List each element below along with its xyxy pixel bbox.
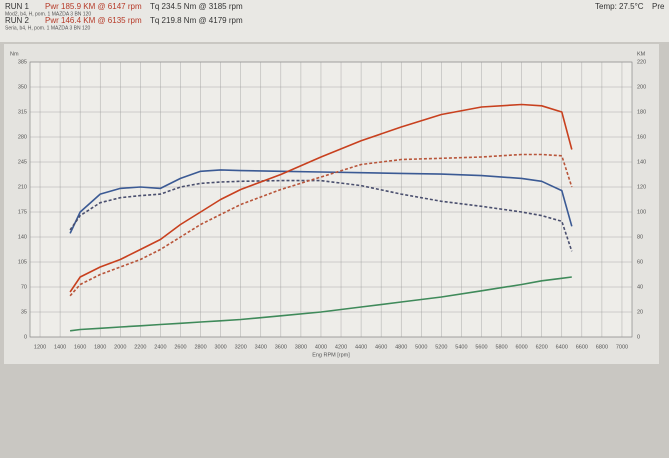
x-tick-label: 3000 (215, 344, 227, 350)
x-tick-label: 1400 (54, 344, 66, 350)
y-tick-label: 315 (18, 109, 27, 115)
y2-tick-label: 120 (637, 184, 646, 190)
x-tick-label: 5400 (455, 344, 467, 350)
x-tick-label: 4400 (355, 344, 367, 350)
y-tick-label: 280 (18, 134, 27, 140)
y2-tick-label: 0 (637, 334, 640, 340)
x-tick-label: 6800 (596, 344, 608, 350)
y2-tick-label: 80 (637, 234, 643, 240)
y-tick-label: 70 (21, 284, 27, 290)
y2-tick-label: 220 (637, 59, 646, 65)
run1-label: RUN 1 (5, 2, 30, 11)
x-tick-label: 5800 (495, 344, 507, 350)
y2-tick-label: 200 (637, 84, 646, 90)
y2-tick-label: 140 (637, 159, 646, 165)
x-tick-label: 2000 (114, 344, 126, 350)
y-axis-label: Nm (10, 51, 19, 57)
x-tick-label: 2800 (194, 344, 206, 350)
plot-frame (29, 61, 633, 338)
x-tick-label: 3800 (295, 344, 307, 350)
y2-axis-label: KM (637, 51, 646, 57)
y2-tick-label: 40 (637, 284, 643, 290)
y2-tick-label: 160 (637, 134, 646, 140)
series-line (69, 103, 573, 293)
x-tick-label: 5200 (435, 344, 447, 350)
y-tick-label: 0 (24, 334, 27, 340)
x-tick-label: 6600 (576, 344, 588, 350)
temp: Temp: 27.5°C (595, 2, 644, 11)
y-tick-label: 385 (18, 59, 27, 65)
series-line (69, 153, 573, 297)
x-tick-label: 6200 (536, 344, 548, 350)
run1-info: Mod2, b4, H, pom. 1 MAZDA 3 BN 120 (5, 11, 91, 17)
x-tick-label: 2200 (134, 344, 146, 350)
y-tick-label: 350 (18, 84, 27, 90)
run1-power: Pwr 185.9 KM @ 6147 rpm (45, 2, 142, 11)
x-tick-label: 3400 (255, 344, 267, 350)
x-tick-label: 4600 (375, 344, 387, 350)
x-tick-label: 4200 (335, 344, 347, 350)
x-tick-label: 4000 (315, 344, 327, 350)
x-axis-label: Eng RPM [rpm] (312, 352, 350, 358)
y-tick-label: 210 (18, 184, 27, 190)
x-tick-label: 1200 (34, 344, 46, 350)
x-tick-label: 3600 (275, 344, 287, 350)
run2-info: Seria, b4, H, pom. 1 MAZDA 3 BN 120 (5, 25, 91, 31)
run2-power: Pwr 146.4 KM @ 6135 rpm (45, 16, 142, 25)
extra: Pre (652, 2, 665, 11)
y2-tick-label: 180 (637, 109, 646, 115)
y2-tick-label: 20 (637, 309, 643, 315)
x-tick-label: 1800 (94, 344, 106, 350)
y-tick-label: 105 (18, 259, 27, 265)
x-tick-label: 7000 (616, 344, 628, 350)
series-line (69, 169, 573, 234)
x-tick-label: 4800 (395, 344, 407, 350)
series-line (69, 276, 572, 332)
x-tick-label: 6000 (516, 344, 528, 350)
y-tick-label: 35 (21, 309, 27, 315)
run2-label: RUN 2 (5, 16, 30, 25)
run1-torque: Tq 234.5 Nm @ 3185 rpm (150, 2, 243, 11)
y-tick-label: 140 (18, 234, 27, 240)
y2-tick-label: 100 (637, 209, 646, 215)
run2-torque: Tq 219.8 Nm @ 4179 rpm (150, 16, 243, 25)
y2-tick-label: 60 (637, 259, 643, 265)
x-tick-label: 5600 (475, 344, 487, 350)
x-tick-label: 6400 (556, 344, 568, 350)
header-band (0, 0, 669, 42)
x-tick-label: 1600 (74, 344, 86, 350)
y-tick-label: 175 (18, 209, 27, 215)
series-line (69, 179, 573, 252)
x-tick-label: 2400 (154, 344, 166, 350)
x-tick-label: 3200 (235, 344, 247, 350)
plot: 1200 1400 1600 1800 2000 2200 2400 2600 2800 3000… (10, 51, 646, 358)
y-tick-label: 245 (18, 159, 27, 165)
x-tick-label: 2600 (174, 344, 186, 350)
x-tick-label: 5000 (415, 344, 427, 350)
